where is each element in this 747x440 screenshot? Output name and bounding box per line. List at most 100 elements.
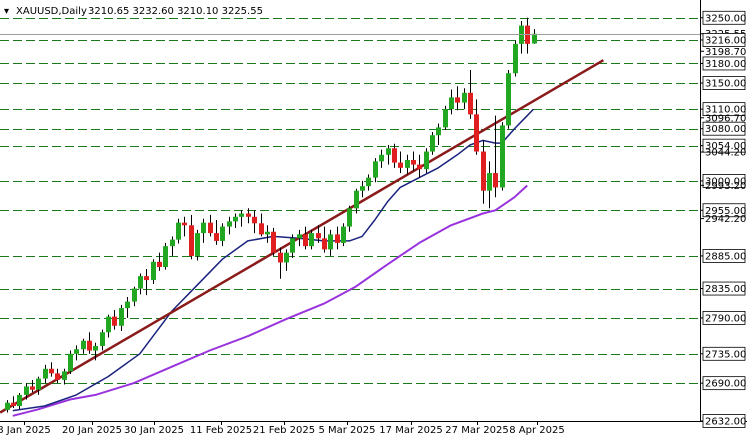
price-label-box (702, 311, 746, 325)
candle (36, 376, 41, 395)
candle-body-up (506, 73, 511, 126)
candle (493, 115, 498, 198)
candle-body-up (360, 186, 365, 191)
candle (24, 383, 29, 400)
candle-body-down (411, 160, 416, 165)
price-label-box (702, 33, 746, 47)
candle-body-up (354, 190, 359, 209)
price-label-text: 3096.70 (705, 113, 746, 124)
candle (208, 214, 213, 237)
candle (322, 226, 327, 253)
price-label-text: 3250.00 (705, 13, 746, 24)
candle (119, 304, 124, 331)
price-label-text: 2632.00 (705, 417, 746, 428)
candle (328, 229, 333, 256)
price-label: 3096.70 (700, 113, 746, 124)
candle (532, 29, 537, 44)
candle-body-up (68, 353, 73, 372)
candle (417, 154, 422, 178)
price-label-box (702, 102, 746, 117)
candle (436, 123, 441, 146)
candle-body-up (424, 151, 429, 170)
candle-body-down (455, 97, 460, 103)
candle (284, 249, 289, 271)
candle (373, 158, 378, 183)
candle (424, 148, 429, 174)
price-label: 2835.00 (700, 281, 746, 296)
candle (43, 364, 48, 384)
candle-body-up (151, 261, 156, 281)
candle-body-up (239, 213, 244, 217)
candle (144, 268, 149, 296)
candle-body-down (112, 316, 117, 326)
candle-body-down (189, 225, 194, 256)
candle (386, 145, 391, 165)
candle (138, 273, 143, 295)
candle-body-down (252, 216, 257, 224)
price-label-box (702, 376, 746, 391)
time-label: 11 Feb 2025 (190, 425, 252, 436)
candle (182, 216, 187, 237)
price-label: 3150.00 (700, 76, 746, 90)
candle-body-down (182, 222, 187, 226)
price-label: 2790.00 (700, 311, 746, 325)
candle-body-up (220, 226, 225, 241)
candle (366, 174, 371, 191)
candle (68, 350, 73, 375)
price-label-text: 3180.00 (705, 59, 746, 70)
candle (411, 151, 416, 172)
price-label-text: 2835.00 (705, 284, 746, 295)
candle-body-up (100, 332, 105, 346)
candle-body-down (316, 233, 321, 239)
price-label-text: 2790.00 (705, 313, 746, 324)
price-axis: 3250.003225.553216.003198.703180.003150.… (700, 10, 746, 428)
candle (151, 259, 156, 284)
candle (62, 368, 67, 385)
candle-body-down (335, 234, 340, 243)
candle (246, 208, 251, 224)
candle-body-up (5, 402, 10, 410)
candle (100, 329, 105, 351)
candle-body-up (36, 378, 41, 390)
candle-body-up (163, 246, 168, 268)
candle (303, 226, 308, 250)
candle-body-up (132, 288, 137, 302)
candle-body-down (481, 151, 486, 191)
candle (290, 234, 295, 258)
candle-body-up (290, 238, 295, 253)
price-label: 3216.00 (700, 33, 746, 47)
candle (513, 40, 518, 77)
candle-body-down (392, 148, 397, 163)
candle-body-up (341, 226, 346, 243)
price-label-box (702, 10, 746, 25)
price-label-box (702, 138, 746, 153)
candle (195, 229, 200, 261)
candle (316, 225, 321, 243)
candle (17, 392, 22, 410)
time-label: 30 Jan 2025 (124, 425, 184, 436)
candle-body-down (417, 164, 422, 170)
candle (74, 345, 79, 361)
price-label: 2885.00 (700, 249, 746, 263)
price-label-box (702, 56, 746, 71)
candle (163, 242, 168, 270)
candle (360, 180, 365, 198)
candle-body-up (462, 92, 467, 103)
price-label-text: 2690.00 (705, 379, 746, 390)
candle-body-up (119, 308, 124, 326)
candle (189, 214, 194, 260)
candle-body-down (259, 223, 264, 235)
candle (500, 122, 505, 191)
candle-body-up (386, 148, 391, 155)
price-label-text: 3080.00 (705, 124, 746, 135)
candle-body-up (81, 340, 86, 350)
time-label: 5 Mar 2025 (318, 425, 375, 436)
candle (112, 310, 117, 330)
candle (227, 216, 232, 235)
time-label: 27 Mar 2025 (445, 425, 508, 436)
candle (259, 213, 264, 237)
candle (347, 205, 352, 232)
candle-body-up (74, 349, 79, 354)
price-label: 2690.00 (700, 376, 746, 391)
